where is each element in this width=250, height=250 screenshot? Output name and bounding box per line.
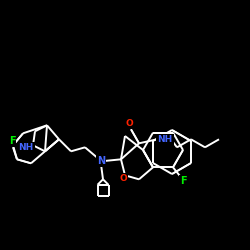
Text: F: F — [9, 136, 15, 146]
Text: N: N — [97, 156, 105, 166]
Text: O: O — [125, 119, 133, 128]
Text: O: O — [119, 174, 127, 183]
Text: NH: NH — [18, 143, 34, 152]
Text: F: F — [180, 176, 186, 186]
Text: NH: NH — [158, 135, 172, 144]
